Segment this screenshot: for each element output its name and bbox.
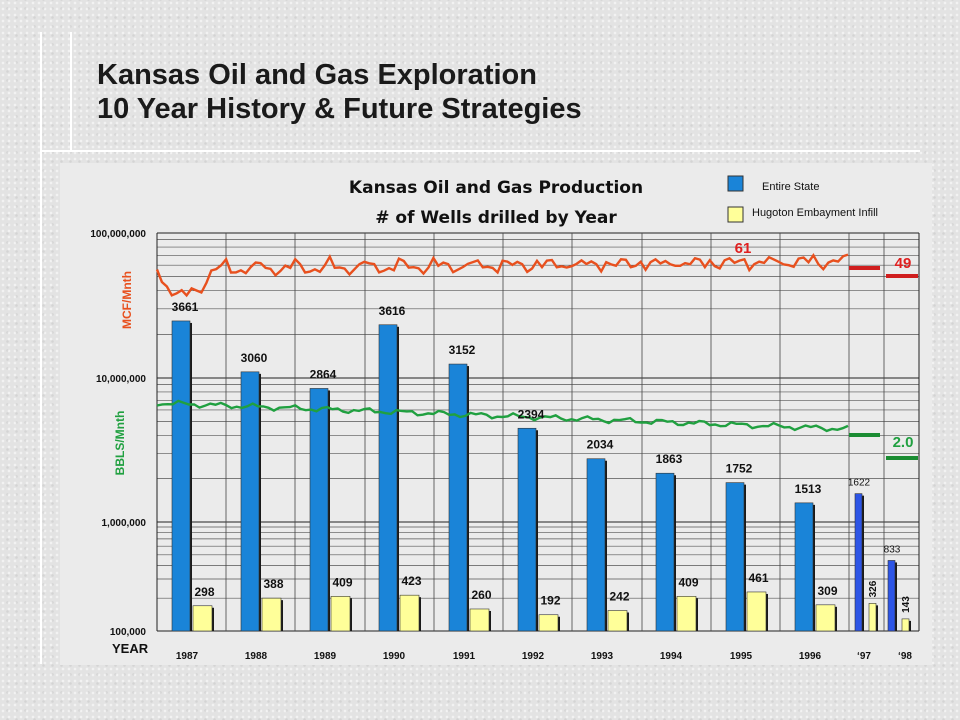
value-label-hugoton: 326 [868,580,879,597]
x-tick-label: 1989 [314,651,337,662]
legend-swatch-hugoton [727,206,744,223]
legend: Entire State Hugoton Embayment Infill [727,175,878,223]
bar-hugoton-9 [815,604,836,632]
bar-entire-state-8 [725,482,745,632]
slide-title-line1: Kansas Oil and Gas Exploration [97,59,537,91]
value-label-hugoton: 409 [678,575,698,589]
x-tick-label: 1993 [591,651,614,662]
bar-hugoton-0 [192,605,213,632]
legend-swatch-entire-state [727,175,744,192]
value-label-entire-state: 2394 [518,407,545,421]
bar-hugoton-4 [469,608,490,632]
oil-annotation-1998: 2.0 [893,434,914,451]
bar-hugoton-6 [607,610,628,632]
y-tick-label: 100,000 [110,627,147,638]
bar-hugoton-11 [901,618,910,632]
bar-entire-state-10 [854,493,863,632]
bar-entire-state-6 [586,458,606,632]
value-label-entire-state: 3060 [241,351,268,365]
frame-line-horizontal [40,150,920,152]
value-label-hugoton: 298 [194,585,214,599]
value-label-entire-state: 1863 [656,452,683,466]
value-label-entire-state: 1752 [726,462,753,476]
value-label-entire-state: 2864 [310,367,337,381]
gas-annotation-1997: 61 [735,240,752,257]
x-tick-label: 1995 [730,651,753,662]
value-label-hugoton: 409 [332,575,352,589]
bar-entire-state-1 [240,371,260,632]
bar-hugoton-3 [399,594,420,632]
x-tick-label: 1992 [522,651,545,662]
value-label-hugoton: 461 [748,571,768,585]
value-label-entire-state: 1513 [795,482,822,496]
x-tick-label: 1990 [383,651,406,662]
gas-production-line [155,253,849,298]
chart-subtitle: # of Wells drilled by Year [375,208,617,228]
value-label-hugoton: 423 [401,574,421,588]
x-tick-label: 1996 [799,651,822,662]
bar-entire-state-11 [887,560,896,632]
bar-hugoton-1 [261,597,282,632]
bar-hugoton-5 [538,614,559,632]
y-tick-label: 1,000,000 [102,518,147,529]
x-tick-label: 1994 [660,651,683,662]
value-label-hugoton: 192 [540,594,560,608]
bar-entire-state-3 [378,324,398,632]
frame-line-vertical-inner [70,32,72,150]
value-label-entire-state: 3616 [379,304,406,318]
chart-panel [60,163,932,665]
x-axis-label: YEAR [112,641,149,656]
chart-text: Kansas Oil and Gas Production # of Wells… [90,178,913,662]
value-label-entire-state: 1622 [848,478,871,489]
x-tick-label: 1987 [176,651,199,662]
bar-entire-state-5 [517,427,537,632]
value-label-hugoton: 143 [901,596,912,613]
y-tick-label: 100,000,000 [90,229,146,240]
x-tick-label: 1991 [453,651,476,662]
bar-hugoton-7 [676,596,697,632]
bar-entire-state-7 [655,472,675,632]
value-label-entire-state: 3152 [449,343,476,357]
bar-entire-state-9 [794,502,814,632]
frame-line-vertical [40,32,42,664]
bar-hugoton-2 [330,596,351,632]
chart-title: Kansas Oil and Gas Production [349,178,643,198]
value-label-hugoton: 260 [471,588,491,602]
x-tick-label: ‘98 [898,651,912,662]
slide-title-line2: 10 Year History & Future Strategies [97,93,582,125]
legend-label-entire-state: Entire State [762,181,819,193]
gas-annotation-1998: 49 [895,255,912,272]
bar-entire-state-2 [309,388,329,632]
y-axis-label-gas: MCF/Mnth [120,271,134,329]
value-label-entire-state: 3661 [172,300,199,314]
bar-hugoton-10 [868,603,877,632]
bar-entire-state-4 [448,363,468,632]
value-label-entire-state: 2034 [587,438,614,452]
oil-production-line [156,399,849,433]
bars [171,320,911,632]
x-tick-label: ‘97 [857,651,871,662]
slide-title: Kansas Oil and Gas Exploration 10 Year H… [97,58,582,126]
value-label-hugoton: 242 [609,590,629,604]
value-label-hugoton: 388 [263,577,283,591]
legend-label-hugoton: Hugoton Embayment Infill [752,207,878,219]
x-tick-label: 1988 [245,651,268,662]
y-tick-label: 10,000,000 [96,374,146,385]
value-label-entire-state: 833 [884,544,901,555]
bar-hugoton-8 [746,591,767,632]
y-axis-label-oil: BBLS/Mnth [113,411,127,476]
bar-entire-state-0 [171,320,191,632]
trend-lines [155,253,918,460]
value-label-hugoton: 309 [817,584,837,598]
